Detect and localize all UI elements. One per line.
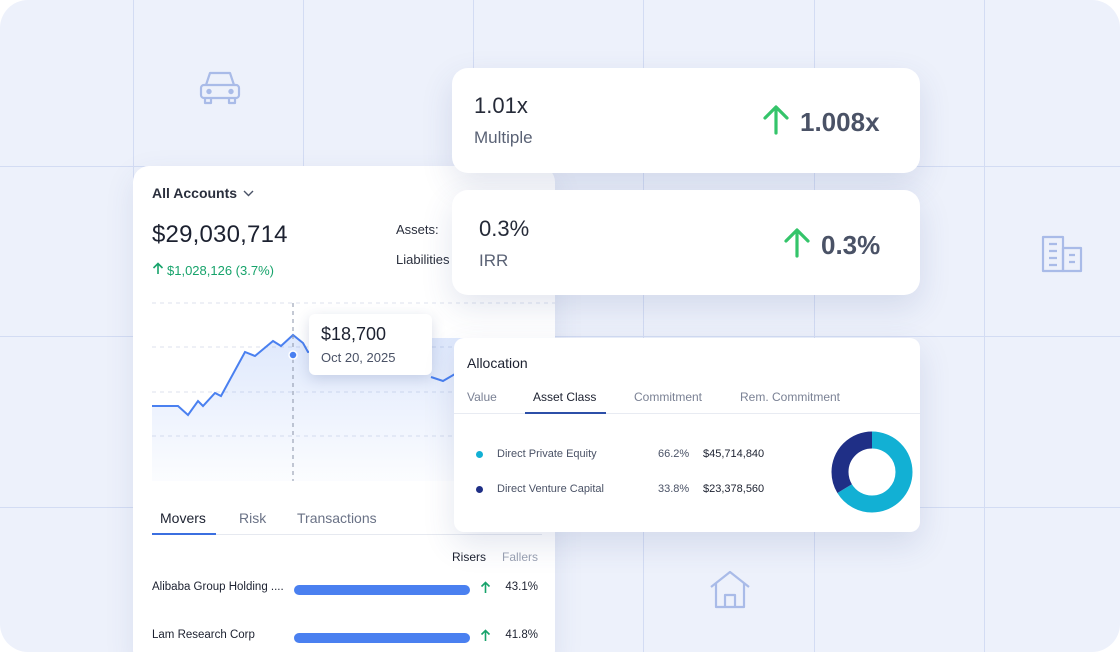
tooltip-date: Oct 20, 2025 xyxy=(321,350,396,365)
metric-delta: 1.008x xyxy=(762,104,880,141)
house-icon xyxy=(707,569,753,609)
allocation-percent: 33.8% xyxy=(658,483,690,495)
irr-metric-card: 0.3% IRR 0.3% xyxy=(452,190,920,295)
allocation-title: Allocation xyxy=(467,355,528,371)
mover-name: Alibaba Group Holding .... xyxy=(152,581,284,593)
allocation-amount: $45,714,840 xyxy=(703,448,765,460)
tooltip-value: $18,700 xyxy=(321,324,387,344)
fallers-toggle[interactable]: Fallers xyxy=(502,550,539,564)
assets-label: Assets: xyxy=(396,222,439,237)
allocation-row[interactable]: Direct Venture Capital 33.8% $23,378,560 xyxy=(476,482,776,498)
risers-toggle[interactable]: Risers xyxy=(452,550,487,564)
tab-transactions[interactable]: Transactions xyxy=(297,510,377,526)
allocation-name: Direct Private Equity xyxy=(497,448,597,460)
allocation-name: Direct Venture Capital xyxy=(497,483,604,495)
car-icon xyxy=(198,68,242,106)
metric-delta-text: 0.3% xyxy=(821,230,881,260)
arrow-up-icon xyxy=(480,581,491,599)
grid-line xyxy=(814,0,815,652)
chart-line xyxy=(152,333,324,417)
mover-bar xyxy=(294,633,470,643)
value-change: $1,028,126 (3.7%) xyxy=(152,262,274,278)
arrow-up-icon xyxy=(783,227,811,264)
arrow-up-icon xyxy=(762,104,790,141)
active-tab-indicator xyxy=(152,533,216,535)
active-tab-indicator xyxy=(525,412,606,414)
metric-delta-text: 1.008x xyxy=(800,107,880,137)
allocation-card: Allocation Value Asset Class Commitment … xyxy=(454,338,920,532)
allocation-donut-chart[interactable] xyxy=(831,431,913,513)
building-icon xyxy=(1040,234,1084,274)
metric-value: 0.3% xyxy=(479,216,530,241)
value-change-text: $1,028,126 (3.7%) xyxy=(167,262,274,278)
allocation-row[interactable]: Direct Private Equity 66.2% $45,714,840 xyxy=(476,447,776,463)
metric-delta: 0.3% xyxy=(783,227,880,264)
tab-asset-class[interactable]: Asset Class xyxy=(533,390,597,404)
mover-percent: 43.1% xyxy=(505,581,538,593)
account-selector[interactable]: All Accounts xyxy=(152,185,254,201)
movers-tabs: Movers Risk Transactions xyxy=(152,501,542,535)
hover-point xyxy=(288,350,298,360)
tab-risk[interactable]: Risk xyxy=(239,510,267,526)
total-value: $29,030,714 xyxy=(152,221,288,248)
grid-line xyxy=(643,0,644,652)
metric-label: Multiple xyxy=(474,128,533,147)
allocation-amount: $23,378,560 xyxy=(703,483,765,495)
arrow-up-icon xyxy=(480,629,491,647)
grid-line xyxy=(984,0,985,652)
liabilities-label: Liabilities xyxy=(396,252,450,267)
tab-rem-commitment[interactable]: Rem. Commitment xyxy=(740,390,841,404)
chart-tooltip: $18,700 Oct 20, 2025 xyxy=(309,314,432,375)
grid-line xyxy=(0,336,1120,337)
allocation-percent: 66.2% xyxy=(658,448,690,460)
chart-line xyxy=(430,373,456,383)
list-item[interactable]: Lam Research Corp 41.8% xyxy=(152,627,538,647)
chevron-down-icon xyxy=(243,190,254,197)
mover-name: Lam Research Corp xyxy=(152,629,255,641)
mover-percent: 41.8% xyxy=(505,629,538,641)
metric-label: IRR xyxy=(479,251,509,270)
tab-movers[interactable]: Movers xyxy=(160,510,206,526)
mover-bar xyxy=(294,585,470,595)
tab-value[interactable]: Value xyxy=(467,390,497,404)
allocation-tabs: Value Asset Class Commitment Rem. Commit… xyxy=(454,384,920,414)
multiple-metric-card: 1.01x Multiple 1.008x xyxy=(452,68,920,173)
account-selector-label: All Accounts xyxy=(152,185,238,201)
tab-commitment[interactable]: Commitment xyxy=(634,390,703,404)
legend-dot xyxy=(476,486,483,493)
list-item[interactable]: Alibaba Group Holding .... 43.1% xyxy=(152,579,538,599)
metric-value: 1.01x xyxy=(474,93,528,118)
donut-slice xyxy=(831,431,913,513)
legend-dot xyxy=(476,451,483,458)
arrow-up-icon xyxy=(152,262,164,278)
